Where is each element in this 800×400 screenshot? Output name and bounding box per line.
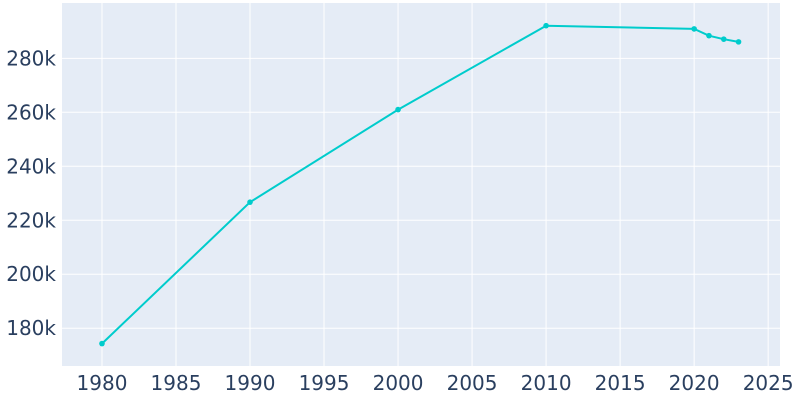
grid-lines	[62, 3, 780, 366]
x-tick-label: 2000	[373, 371, 424, 395]
data-point	[706, 32, 712, 39]
data-point	[247, 199, 253, 205]
x-tick-label: 2015	[595, 371, 646, 395]
y-tick-label: 180k	[6, 316, 56, 340]
data-point	[691, 26, 697, 32]
x-tick-label: 1995	[299, 371, 350, 395]
x-tick-label: 1985	[151, 371, 202, 395]
x-axis: 1980 1985 1990 1995 2000 2005 2010 2015 2020 2025	[77, 371, 794, 395]
y-tick-label: 240k	[6, 154, 56, 178]
x-tick-label: 2025	[743, 371, 794, 395]
x-tick-label: 2020	[669, 371, 720, 395]
data-point	[720, 36, 727, 42]
data-point	[99, 340, 105, 347]
y-tick-label: 280k	[6, 46, 56, 70]
data-point	[543, 22, 549, 29]
y-tick-label: 200k	[6, 262, 56, 286]
x-tick-label: 2010	[521, 371, 572, 395]
data-point	[735, 39, 742, 45]
x-tick-label: 2005	[447, 371, 498, 395]
y-axis: 180k 200k 220k 240k 260k 280k	[6, 46, 56, 340]
data-point	[395, 106, 401, 113]
y-tick-label: 220k	[6, 208, 56, 232]
data-points	[99, 22, 742, 347]
plot-background	[62, 3, 780, 366]
y-tick-label: 260k	[6, 100, 56, 124]
x-tick-label: 1980	[77, 371, 128, 395]
x-tick-label: 1990	[225, 371, 276, 395]
